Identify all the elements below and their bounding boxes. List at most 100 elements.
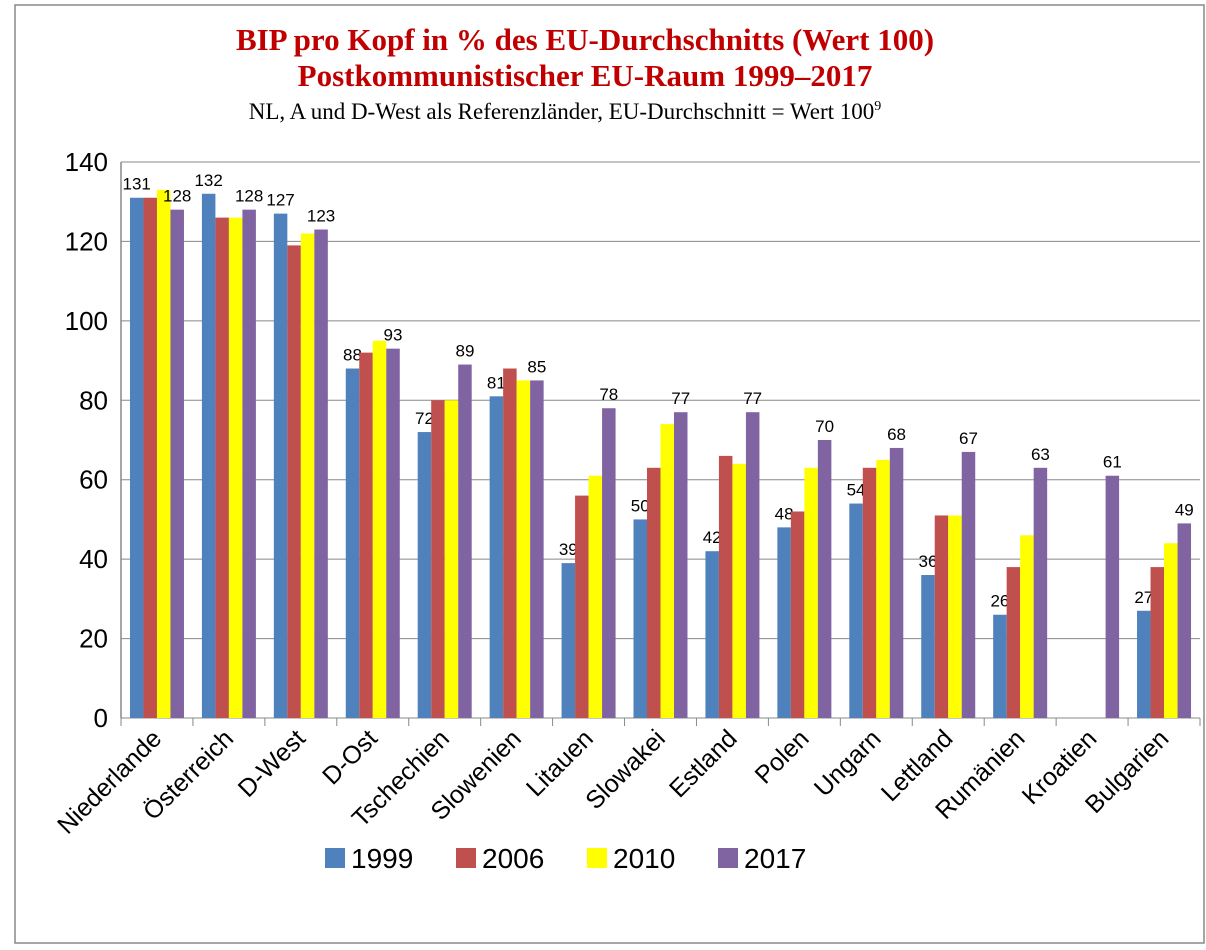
y-tick-label: 100: [65, 306, 108, 336]
data-label: 42: [703, 528, 722, 547]
bar: [417, 432, 432, 718]
y-tick-label: 0: [94, 703, 108, 733]
bar: [804, 467, 818, 718]
data-label: 54: [847, 481, 866, 500]
bar: [961, 451, 976, 718]
bar: [215, 217, 229, 718]
bar: [359, 352, 373, 718]
bar: [777, 527, 791, 718]
data-label: 128: [163, 187, 191, 206]
bar: [516, 380, 531, 718]
data-label: 85: [527, 357, 546, 376]
data-label: 48: [775, 504, 794, 523]
bar: [386, 348, 400, 718]
bar: [674, 412, 688, 718]
bar: [273, 213, 288, 718]
chart-subtitle: NL, A und D-West als Referenzländer, EU-…: [249, 99, 882, 124]
bar: [660, 424, 674, 718]
bar: [1164, 543, 1178, 718]
bar: [156, 189, 171, 719]
bar: [588, 475, 603, 718]
bar: [1150, 567, 1165, 718]
bar: [143, 197, 157, 718]
bar: [201, 193, 216, 718]
data-label: 77: [743, 389, 762, 408]
bar: [790, 511, 805, 718]
bar: [314, 229, 328, 718]
bar: [745, 412, 760, 718]
y-tick-label: 120: [65, 226, 108, 256]
data-label: 127: [266, 191, 294, 210]
bar: [817, 440, 832, 718]
legend-label: 2017: [744, 843, 806, 874]
bar: [862, 467, 877, 718]
bar: [718, 455, 733, 718]
y-tick-label: 20: [79, 624, 108, 654]
bar: [489, 396, 504, 718]
bar: [705, 551, 719, 718]
bar: [1006, 567, 1021, 718]
data-label: 61: [1103, 453, 1122, 472]
data-label: 68: [887, 425, 906, 444]
bar: [444, 400, 459, 718]
bar: [876, 459, 890, 718]
bar: [889, 447, 904, 718]
data-label: 63: [1031, 445, 1050, 464]
data-label: 89: [455, 342, 474, 361]
bar: [602, 408, 616, 718]
y-tick-label: 40: [79, 544, 108, 574]
bar: [575, 495, 589, 718]
bar: [431, 400, 445, 718]
data-label: 128: [235, 187, 263, 206]
legend-swatch: [325, 848, 345, 868]
chart-title: Postkommunistischer EU-Raum 1999–2017: [298, 58, 873, 93]
bar: [287, 245, 301, 718]
bar: [372, 340, 387, 718]
data-label: 49: [1175, 500, 1194, 519]
legend-swatch: [456, 848, 476, 868]
bar: [948, 515, 962, 718]
bar: [170, 209, 184, 718]
bar: [1020, 535, 1034, 718]
legend-label: 2006: [482, 843, 544, 874]
data-label: 67: [959, 429, 978, 448]
bar: [561, 563, 576, 718]
bar: [934, 515, 949, 718]
data-label: 78: [599, 385, 618, 404]
data-label: 27: [1134, 588, 1153, 607]
data-label: 131: [123, 175, 151, 194]
legend-swatch: [718, 848, 738, 868]
legend-swatch: [587, 848, 607, 868]
data-label: 77: [671, 389, 690, 408]
y-tick-label: 80: [79, 385, 108, 415]
bar: [129, 197, 144, 718]
bar: [228, 217, 243, 718]
data-label: 50: [631, 496, 650, 515]
data-label: 26: [990, 592, 1009, 611]
bar: [458, 364, 472, 718]
bar: [1137, 610, 1151, 718]
legend-label: 1999: [351, 843, 413, 874]
bar: [633, 519, 647, 718]
data-label: 88: [343, 346, 362, 365]
bar: [921, 575, 935, 718]
data-label: 39: [559, 540, 578, 559]
data-label: 93: [384, 326, 403, 345]
data-label: 123: [307, 207, 335, 226]
bar: [345, 368, 360, 718]
bar: [530, 380, 544, 718]
legend-label: 2010: [613, 843, 675, 874]
data-label: 70: [815, 417, 834, 436]
bar: [242, 209, 256, 718]
data-label: 36: [919, 552, 938, 571]
bar: [647, 467, 661, 718]
data-label: 132: [194, 171, 222, 190]
bar: [849, 503, 863, 718]
y-tick-label: 140: [65, 147, 108, 177]
bar: [1033, 467, 1048, 718]
y-tick-label: 60: [79, 465, 108, 495]
footnote-mark: 9: [874, 99, 881, 114]
bar: [1105, 475, 1120, 718]
bar: [300, 233, 315, 718]
